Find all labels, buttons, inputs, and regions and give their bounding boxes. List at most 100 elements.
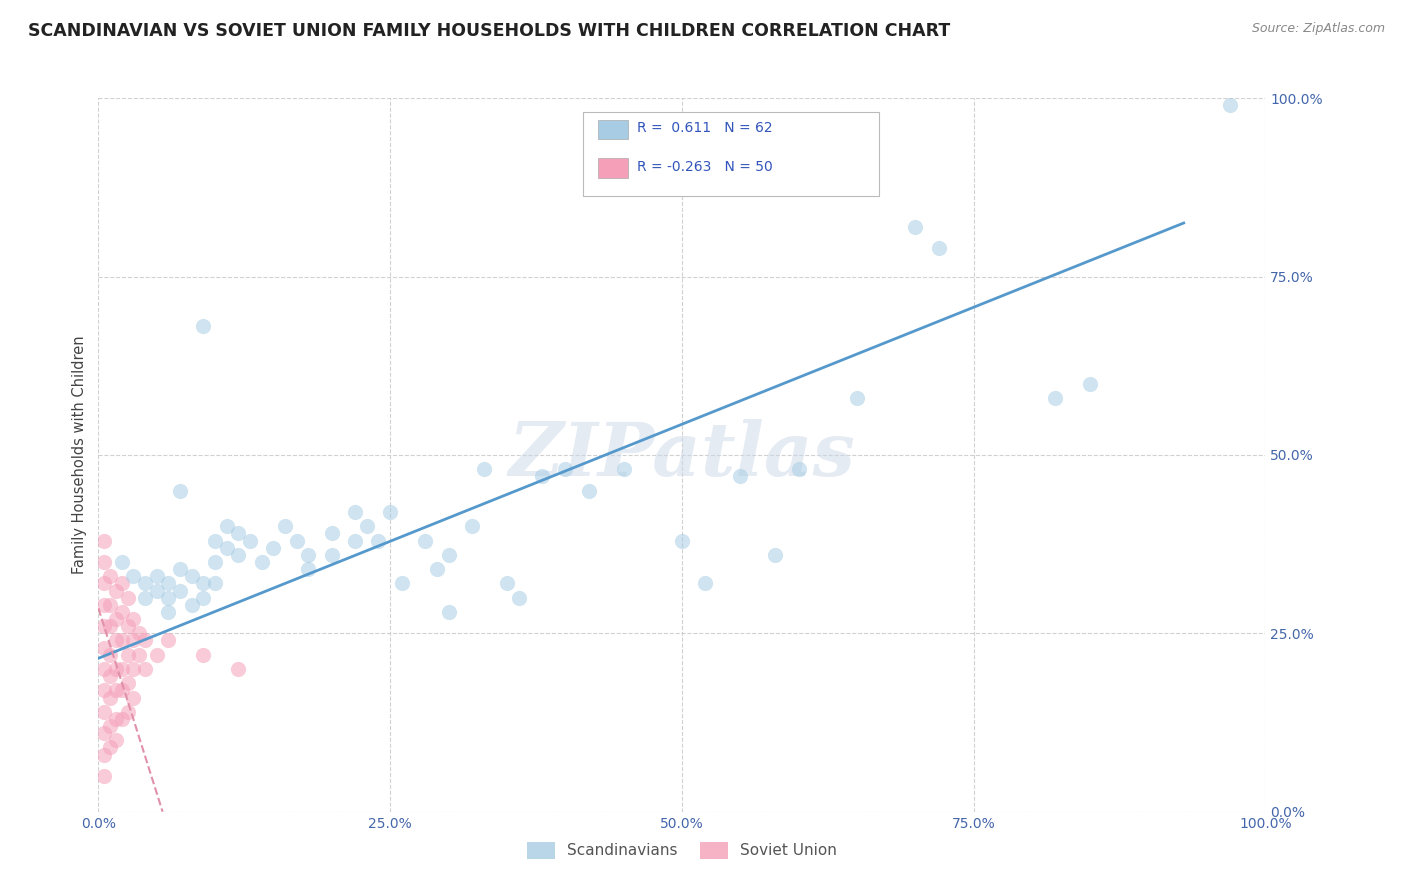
Point — [93, 769, 115, 783]
Point — [93, 640, 115, 655]
Point — [730, 469, 752, 483]
Point — [1080, 376, 1102, 391]
Point — [193, 591, 215, 605]
Point — [93, 576, 115, 591]
Point — [763, 548, 786, 562]
Point — [204, 576, 226, 591]
Point — [215, 519, 238, 533]
Point — [134, 662, 156, 676]
Point — [98, 719, 121, 733]
Point — [98, 619, 121, 633]
Point — [169, 562, 191, 576]
Point — [98, 690, 121, 705]
Point — [93, 726, 115, 740]
Point — [93, 598, 115, 612]
Point — [111, 633, 134, 648]
Point — [193, 648, 215, 662]
Point — [228, 526, 250, 541]
Point — [612, 462, 634, 476]
Point — [250, 555, 273, 569]
Point — [104, 633, 127, 648]
Point — [1219, 98, 1241, 112]
Point — [367, 533, 389, 548]
Point — [695, 576, 717, 591]
Point — [157, 605, 180, 619]
Point — [508, 591, 530, 605]
Point — [93, 662, 115, 676]
Point — [204, 555, 226, 569]
Point — [122, 612, 145, 626]
Text: R =  0.611   N = 62: R = 0.611 N = 62 — [637, 121, 772, 136]
Point — [180, 598, 202, 612]
Point — [98, 569, 121, 583]
Point — [530, 469, 553, 483]
Point — [297, 562, 319, 576]
Point — [378, 505, 402, 519]
Point — [215, 541, 238, 555]
Point — [104, 712, 127, 726]
Point — [117, 591, 139, 605]
Point — [928, 241, 950, 255]
Point — [262, 541, 284, 555]
Text: ZIPatlas: ZIPatlas — [509, 418, 855, 491]
Y-axis label: Family Households with Children: Family Households with Children — [72, 335, 87, 574]
Point — [461, 519, 484, 533]
Point — [104, 683, 127, 698]
Point — [111, 576, 134, 591]
Point — [117, 676, 139, 690]
Point — [228, 548, 250, 562]
Point — [321, 548, 343, 562]
Point — [93, 747, 115, 762]
Point — [344, 533, 367, 548]
Text: SCANDINAVIAN VS SOVIET UNION FAMILY HOUSEHOLDS WITH CHILDREN CORRELATION CHART: SCANDINAVIAN VS SOVIET UNION FAMILY HOUS… — [28, 22, 950, 40]
Point — [98, 648, 121, 662]
Point — [117, 619, 139, 633]
Point — [122, 569, 145, 583]
Point — [93, 555, 115, 569]
Point — [193, 319, 215, 334]
Point — [98, 598, 121, 612]
Point — [122, 662, 145, 676]
Point — [239, 533, 262, 548]
Point — [180, 569, 202, 583]
Point — [391, 576, 413, 591]
Legend: Scandinavians, Soviet Union: Scandinavians, Soviet Union — [522, 836, 842, 864]
Point — [104, 583, 127, 598]
Point — [193, 576, 215, 591]
Point — [169, 583, 191, 598]
Point — [157, 591, 180, 605]
Point — [111, 555, 134, 569]
Point — [111, 712, 134, 726]
Point — [437, 605, 460, 619]
Text: Source: ZipAtlas.com: Source: ZipAtlas.com — [1251, 22, 1385, 36]
Point — [93, 533, 115, 548]
Point — [117, 705, 139, 719]
Point — [1045, 391, 1067, 405]
Point — [904, 219, 927, 234]
Point — [128, 626, 150, 640]
Point — [285, 533, 308, 548]
Point — [111, 662, 134, 676]
Point — [104, 612, 127, 626]
Text: R = -0.263   N = 50: R = -0.263 N = 50 — [637, 160, 773, 174]
Point — [671, 533, 693, 548]
Point — [134, 591, 156, 605]
Point — [157, 633, 180, 648]
Point — [93, 683, 115, 698]
Point — [413, 533, 436, 548]
Point — [426, 562, 449, 576]
Point — [787, 462, 810, 476]
Point — [122, 690, 145, 705]
Point — [134, 576, 156, 591]
Point — [117, 648, 139, 662]
Point — [204, 533, 226, 548]
Point — [128, 648, 150, 662]
Point — [554, 462, 576, 476]
Point — [845, 391, 868, 405]
Point — [157, 576, 180, 591]
Point — [146, 583, 169, 598]
Point — [134, 633, 156, 648]
Point — [297, 548, 319, 562]
Point — [344, 505, 367, 519]
Point — [578, 483, 600, 498]
